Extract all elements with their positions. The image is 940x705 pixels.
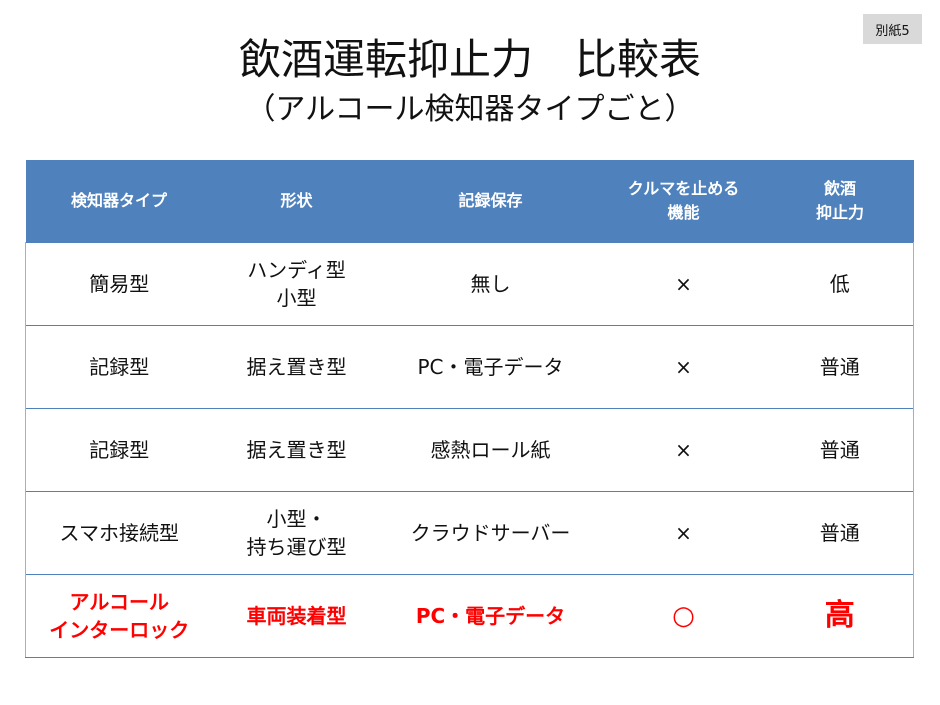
cell-storage: 無し bbox=[380, 242, 601, 326]
cell-shape: 小型・ 持ち運び型 bbox=[212, 491, 381, 575]
table-row: 簡易型 ハンディ型 小型 無し × 低 bbox=[25, 242, 914, 326]
cell-shape: 車両装着型 bbox=[212, 574, 381, 658]
cell-type: 記録型 bbox=[25, 325, 213, 409]
cell-storage: クラウドサーバー bbox=[380, 491, 601, 575]
table-row-highlighted: アルコール インターロック 車両装着型 PC・電子データ ○ 高 bbox=[25, 574, 914, 658]
page-title: 飲酒運転抑止力 比較表 bbox=[238, 35, 701, 84]
cell-stop: × bbox=[600, 408, 767, 492]
header-stop-car-function: クルマを止める 機能 bbox=[600, 160, 767, 243]
table-row: 記録型 据え置き型 感熱ロール紙 × 普通 bbox=[25, 408, 914, 492]
cell-storage: PC・電子データ bbox=[380, 325, 601, 409]
comparison-table: 検知器タイプ 形状 記録保存 クルマを止める 機能 飲酒 抑止力 簡易型 ハンデ… bbox=[25, 160, 914, 658]
cell-storage: PC・電子データ bbox=[380, 574, 601, 658]
header-shape: 形状 bbox=[212, 160, 381, 243]
cell-shape: 据え置き型 bbox=[212, 408, 381, 492]
cell-shape: 据え置き型 bbox=[212, 325, 381, 409]
cell-deterrence: 低 bbox=[766, 242, 914, 326]
page-subtitle: （アルコール検知器タイプごと） bbox=[245, 92, 695, 127]
cell-type: スマホ接続型 bbox=[25, 491, 213, 575]
cell-type: 記録型 bbox=[25, 408, 213, 492]
cell-storage: 感熱ロール紙 bbox=[380, 408, 601, 492]
cell-stop: × bbox=[600, 491, 767, 575]
cell-type: 簡易型 bbox=[25, 242, 213, 326]
header-record-storage: 記録保存 bbox=[380, 160, 601, 243]
table-row: 記録型 据え置き型 PC・電子データ × 普通 bbox=[25, 325, 914, 409]
header-deterrence: 飲酒 抑止力 bbox=[766, 160, 914, 243]
header-detector-type: 検知器タイプ bbox=[25, 160, 213, 243]
cell-deterrence: 高 bbox=[766, 574, 914, 658]
attachment-badge: 別紙5 bbox=[863, 14, 922, 44]
table-header-row: 検知器タイプ 形状 記録保存 クルマを止める 機能 飲酒 抑止力 bbox=[25, 160, 914, 243]
cell-stop: × bbox=[600, 242, 767, 326]
cell-stop: ○ bbox=[600, 574, 767, 658]
cell-stop: × bbox=[600, 325, 767, 409]
cell-deterrence: 普通 bbox=[766, 408, 914, 492]
table-row: スマホ接続型 小型・ 持ち運び型 クラウドサーバー × 普通 bbox=[25, 491, 914, 575]
cell-type: アルコール インターロック bbox=[25, 574, 213, 658]
cell-deterrence: 普通 bbox=[766, 325, 914, 409]
cell-shape: ハンディ型 小型 bbox=[212, 242, 381, 326]
cell-deterrence: 普通 bbox=[766, 491, 914, 575]
